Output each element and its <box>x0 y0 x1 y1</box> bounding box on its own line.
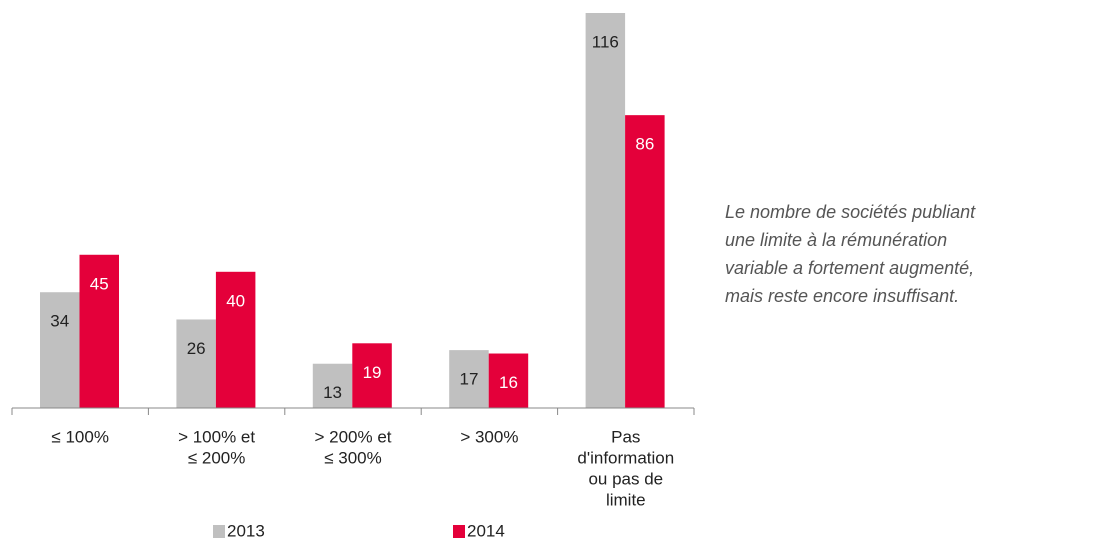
legend-label: 2013 <box>227 521 265 540</box>
bar <box>352 343 392 408</box>
x-tick-label: d'information <box>577 448 674 467</box>
bar <box>585 13 626 408</box>
bar <box>488 353 529 408</box>
annotation: variable a fortement augmenté, <box>725 258 974 278</box>
value-label: 86 <box>635 135 654 154</box>
bar <box>625 115 665 408</box>
bar <box>215 271 256 408</box>
x-tick-label: Pas <box>611 427 640 446</box>
bar <box>79 254 119 408</box>
legend-swatch <box>453 525 465 538</box>
legend-swatch <box>213 525 225 538</box>
x-tick-label: ≤ 300% <box>324 448 382 467</box>
value-label: 16 <box>499 373 518 392</box>
value-label: 45 <box>90 274 109 293</box>
value-label: 26 <box>187 339 206 358</box>
bar <box>176 319 216 408</box>
bar <box>449 350 489 408</box>
x-tick-label: limite <box>606 490 646 509</box>
x-tick-label: > 300% <box>460 427 518 446</box>
x-tick-label: ≤ 100% <box>51 427 109 446</box>
x-tick-label: > 200% et <box>314 427 391 446</box>
x-tick-label: ou pas de <box>588 469 663 488</box>
legend-label: 2014 <box>467 521 505 540</box>
annotation: Le nombre de sociétés publiant <box>725 202 976 222</box>
value-label: 40 <box>226 291 245 310</box>
annotation: une limite à la rémunération <box>725 230 947 250</box>
value-label: 19 <box>363 363 382 382</box>
bar <box>312 363 353 408</box>
x-tick-label: ≤ 200% <box>188 448 246 467</box>
value-label: 116 <box>592 32 619 51</box>
annotation: mais reste encore insuffisant. <box>725 286 959 306</box>
x-tick-label: > 100% et <box>178 427 255 446</box>
value-label: 34 <box>50 312 69 331</box>
value-label: 17 <box>459 370 478 389</box>
value-label: 13 <box>323 383 342 402</box>
bar <box>40 292 80 408</box>
